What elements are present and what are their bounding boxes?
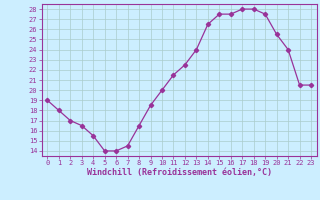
X-axis label: Windchill (Refroidissement éolien,°C): Windchill (Refroidissement éolien,°C): [87, 168, 272, 177]
